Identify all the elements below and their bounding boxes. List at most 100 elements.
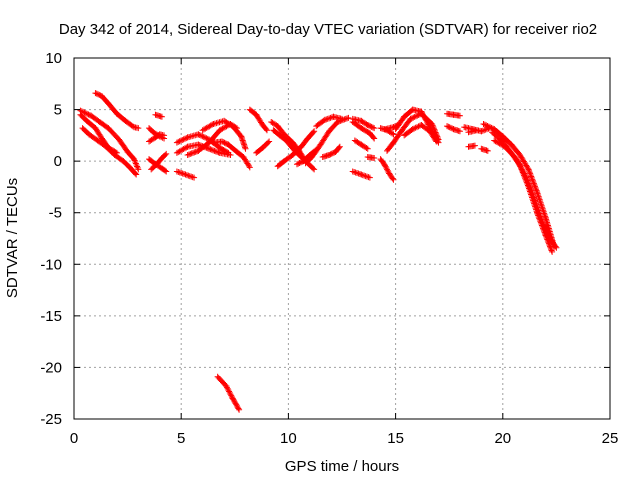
satellite-track bbox=[364, 154, 378, 162]
data-point bbox=[175, 168, 182, 175]
data-point bbox=[351, 168, 358, 175]
data-point bbox=[184, 151, 191, 158]
data-point bbox=[411, 125, 418, 132]
satellite-track bbox=[491, 137, 560, 251]
data-point bbox=[533, 187, 540, 194]
data-point bbox=[311, 128, 318, 135]
data-point bbox=[485, 123, 492, 130]
data-point bbox=[189, 174, 196, 181]
data-point bbox=[531, 181, 538, 188]
x-tick-label: 15 bbox=[387, 430, 404, 447]
data-point bbox=[194, 148, 201, 155]
data-point bbox=[525, 180, 532, 187]
data-point bbox=[195, 131, 202, 138]
data-point bbox=[414, 112, 421, 119]
data-point bbox=[480, 121, 487, 128]
data-point bbox=[530, 193, 537, 200]
data-point bbox=[191, 149, 198, 156]
data-point bbox=[527, 184, 534, 191]
data-point bbox=[175, 138, 182, 145]
data-point bbox=[542, 226, 549, 233]
data-point bbox=[207, 146, 214, 153]
data-point bbox=[132, 170, 139, 177]
data-point bbox=[349, 168, 356, 175]
data-point bbox=[361, 172, 368, 179]
x-tick-label: 25 bbox=[602, 430, 619, 447]
data-point bbox=[228, 392, 235, 399]
data-point bbox=[183, 172, 190, 179]
data-point bbox=[225, 387, 232, 394]
data-point bbox=[329, 150, 336, 157]
data-point bbox=[366, 122, 373, 129]
data-point bbox=[524, 178, 531, 185]
data-point bbox=[233, 401, 240, 408]
data-point bbox=[471, 142, 478, 149]
data-point bbox=[185, 172, 192, 179]
data-point bbox=[181, 171, 188, 178]
data-point bbox=[526, 183, 533, 190]
data-point bbox=[424, 120, 431, 127]
data-point bbox=[224, 385, 231, 392]
satellite-track bbox=[274, 128, 318, 170]
satellite-track bbox=[246, 106, 270, 134]
data-point bbox=[355, 170, 362, 177]
data-point bbox=[179, 170, 186, 177]
satellite-track bbox=[146, 131, 168, 145]
data-point bbox=[178, 170, 185, 177]
x-tick-label: 0 bbox=[70, 430, 78, 447]
data-point bbox=[363, 144, 370, 151]
data-point bbox=[487, 124, 494, 131]
data-point bbox=[423, 117, 430, 124]
data-point bbox=[533, 186, 540, 193]
data-point bbox=[526, 167, 533, 174]
data-point bbox=[535, 207, 542, 214]
data-point bbox=[525, 166, 532, 173]
satellite-track bbox=[349, 118, 378, 142]
x-tick-label: 10 bbox=[280, 430, 297, 447]
data-point bbox=[311, 166, 318, 173]
data-point bbox=[181, 135, 188, 142]
data-point bbox=[327, 114, 334, 121]
data-point bbox=[484, 147, 491, 154]
data-point bbox=[446, 124, 453, 131]
y-tick-label: -25 bbox=[40, 411, 62, 428]
data-point bbox=[456, 128, 463, 135]
data-point bbox=[381, 162, 388, 169]
data-point bbox=[418, 108, 425, 115]
data-point bbox=[82, 110, 89, 117]
data-point bbox=[162, 151, 169, 158]
data-point bbox=[534, 204, 541, 211]
data-point bbox=[408, 115, 415, 122]
data-point bbox=[488, 124, 495, 131]
satellite-track bbox=[148, 150, 170, 173]
data-point bbox=[265, 139, 272, 146]
data-point bbox=[135, 166, 142, 173]
data-point bbox=[529, 191, 536, 198]
data-point bbox=[530, 179, 537, 186]
data-point bbox=[411, 113, 418, 120]
data-point bbox=[356, 171, 363, 178]
data-point bbox=[536, 210, 543, 217]
data-point bbox=[200, 133, 207, 140]
data-point bbox=[390, 131, 397, 138]
data-point bbox=[527, 172, 534, 179]
data-point bbox=[295, 160, 302, 167]
data-point bbox=[365, 174, 372, 181]
data-point bbox=[196, 131, 203, 138]
data-point bbox=[371, 135, 378, 142]
x-tick-label: 20 bbox=[494, 430, 511, 447]
axis-ticks: 0 5 10 15 20 25 -25 -20 -15 -10 -5 0 5 10 bbox=[40, 50, 618, 447]
data-point bbox=[222, 140, 229, 147]
data-point bbox=[535, 208, 542, 215]
satellite-track bbox=[489, 129, 556, 255]
y-tick-label: -15 bbox=[40, 308, 62, 325]
data-point bbox=[237, 132, 244, 139]
y-tick-label: 10 bbox=[45, 50, 62, 67]
data-point bbox=[310, 129, 317, 136]
data-point bbox=[263, 127, 270, 134]
data-point bbox=[135, 125, 142, 132]
data-point bbox=[92, 90, 99, 97]
data-point bbox=[528, 187, 535, 194]
satellite-track bbox=[319, 143, 343, 161]
satellite-track bbox=[465, 127, 481, 136]
